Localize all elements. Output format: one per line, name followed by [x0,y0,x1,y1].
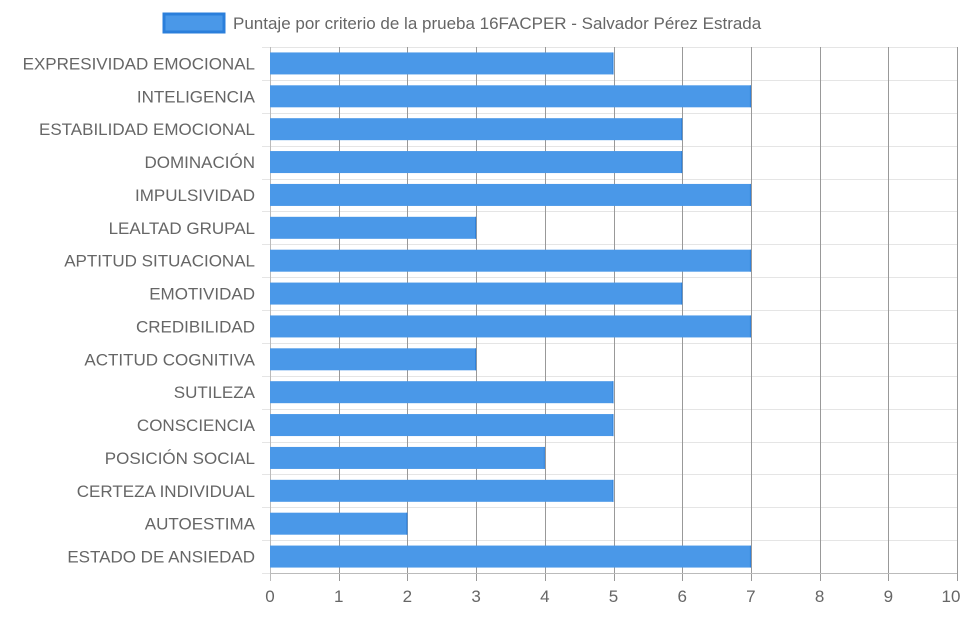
category-label: POSICIÓN SOCIAL [105,449,255,468]
legend[interactable]: Puntaje por criterio de la prueba 16FACP… [162,12,762,34]
category-label: IMPULSIVIDAD [135,186,255,205]
category-label: LEALTAD GRUPAL [109,219,255,238]
bar[interactable] [270,315,751,338]
x-tick-label: 6 [677,587,686,606]
bar[interactable] [270,512,408,535]
category-labels: EXPRESIVIDAD EMOCIONAL INTELIGENCIA ESTABI… [23,54,256,566]
bar[interactable] [270,446,545,469]
category-label: ESTADO DE ANSIEDAD [67,548,255,567]
gridlines [262,47,958,581]
bar[interactable] [270,151,683,174]
category-label: DOMINACIÓN [145,153,256,172]
bar[interactable] [270,85,751,108]
x-tick-label: 0 [265,587,274,606]
x-tick-label: 7 [746,587,755,606]
bar[interactable] [270,545,751,568]
category-label: EXPRESIVIDAD EMOCIONAL [23,54,255,73]
x-tick-label: 2 [403,587,412,606]
x-tick-label: 8 [815,587,824,606]
bar[interactable] [270,118,683,141]
bar[interactable] [270,216,477,239]
category-label: APTITUD SITUACIONAL [64,252,255,271]
bar[interactable] [270,381,614,404]
category-label: CONSCIENCIA [137,416,256,435]
bar[interactable] [270,348,477,371]
category-label: CERTEZA INDIVIDUAL [77,482,255,501]
category-label: CREDIBILIDAD [136,317,255,336]
x-tick-label: 1 [334,587,343,606]
bar[interactable] [270,52,614,75]
x-tick-label: 10 [942,587,961,606]
category-label: ACTITUD COGNITIVA [84,350,255,369]
x-tick-label: 9 [884,587,893,606]
legend-label[interactable]: Puntaje por criterio de la prueba 16FACP… [233,14,762,33]
bar[interactable] [270,479,614,502]
bar[interactable] [270,183,751,206]
bar[interactable] [270,249,751,272]
category-label: EMOTIVIDAD [149,285,255,304]
bar[interactable] [270,282,683,305]
bars [270,52,751,568]
x-tick-label: 3 [471,587,480,606]
bar[interactable] [270,414,614,437]
category-label: AUTOESTIMA [145,515,256,534]
category-label: INTELIGENCIA [137,87,256,106]
x-tick-label: 4 [540,587,549,606]
category-label: ESTABILIDAD EMOCIONAL [39,120,255,139]
legend-swatch[interactable] [162,12,226,34]
x-tick-labels: 0 1 2 3 4 5 6 7 8 9 10 [265,587,960,606]
category-label: SUTILEZA [174,383,256,402]
x-tick-label: 5 [609,587,618,606]
